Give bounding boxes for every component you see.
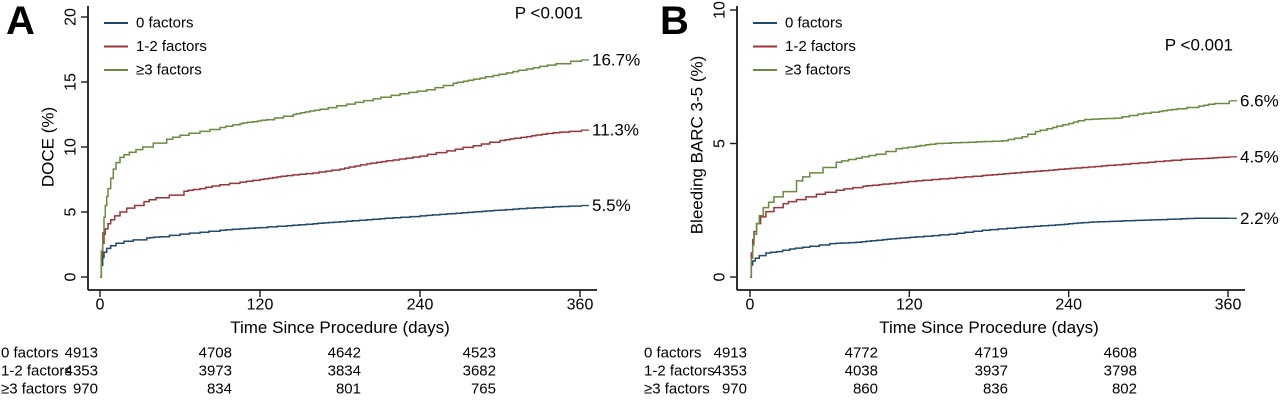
legend: 0 factors 1-2 factors ≥3 factors bbox=[104, 15, 207, 79]
risk-value: 3682 bbox=[463, 362, 496, 379]
legend-label: 0 factors bbox=[136, 15, 194, 32]
panel-a: A 0 5 10 15 20 0 120 240 360 DOCE (%) Time Since Pr… bbox=[6, 0, 640, 337]
end-value-label: 11.3% bbox=[592, 121, 639, 140]
risk-value: 765 bbox=[471, 380, 496, 397]
series-curve-0-factors bbox=[100, 205, 583, 278]
risk-row-label: ≥3 factors bbox=[644, 380, 710, 397]
y-tick-label: 0 bbox=[712, 272, 729, 281]
risk-table: 0 factors 4913 4772 4719 4608 1-2 factors4353… bbox=[644, 344, 1137, 397]
series-curve-1-2-factors bbox=[100, 130, 583, 278]
legend-label: 1-2 factors bbox=[136, 38, 207, 55]
risk-value: 836 bbox=[983, 380, 1008, 397]
risk-value: 860 bbox=[853, 380, 878, 397]
risk-value: 4719 bbox=[975, 344, 1008, 361]
series-curve-1-2-factors bbox=[750, 156, 1231, 278]
series-curve--3-factors bbox=[750, 100, 1231, 278]
legend: 0 factors 1-2 factors ≥3 factors bbox=[753, 15, 856, 79]
panel-b: B 0 5 10 0 120 240 360 Bleeding BARC 3-5 (%) Time… bbox=[660, 0, 1279, 337]
risk-value: 970 bbox=[722, 380, 747, 397]
risk-value: 3937 bbox=[975, 362, 1008, 379]
y-tick-label: 15 bbox=[63, 73, 80, 91]
risk-value: 3973 bbox=[199, 362, 232, 379]
end-value-label: 4.5% bbox=[1240, 147, 1279, 166]
x-axis-title: Time Since Procedure (days) bbox=[230, 318, 450, 337]
y-axis-title: Bleeding BARC 3-5 (%) bbox=[688, 56, 707, 235]
risk-row-label: 0 factors bbox=[644, 344, 702, 361]
risk-row-label: 1-2 factors bbox=[1, 362, 72, 379]
x-axis-title: Time Since Procedure (days) bbox=[879, 318, 1099, 337]
risk-value: 834 bbox=[207, 380, 232, 397]
y-tick-label: 10 bbox=[63, 138, 80, 156]
panel-letter: A bbox=[6, 0, 35, 43]
x-tick-label: 240 bbox=[1055, 296, 1082, 313]
x-tick-label: 360 bbox=[1215, 296, 1242, 313]
y-tick-label: 10 bbox=[712, 1, 729, 19]
risk-row-label: ≥3 factors bbox=[1, 380, 67, 397]
risk-value: 4708 bbox=[199, 344, 232, 361]
risk-value: 4772 bbox=[845, 344, 878, 361]
risk-value: 4913 bbox=[714, 344, 747, 361]
y-tick-label: 20 bbox=[63, 8, 80, 26]
legend-label: 1-2 factors bbox=[785, 38, 856, 55]
end-value-label: 6.6% bbox=[1240, 91, 1279, 110]
risk-value: 4353 bbox=[65, 362, 98, 379]
y-tick-label: 5 bbox=[63, 207, 80, 216]
risk-table: 0 factors 4913 4708 4642 4523 1-2 factors4353… bbox=[1, 344, 496, 397]
y-tick-label: 5 bbox=[712, 139, 729, 148]
x-tick-label: 120 bbox=[896, 296, 923, 313]
risk-value: 4523 bbox=[463, 344, 496, 361]
x-tick-label: 120 bbox=[247, 296, 274, 313]
legend-label: ≥3 factors bbox=[785, 62, 851, 79]
legend-label: 0 factors bbox=[785, 15, 843, 32]
end-value-label: 16.7% bbox=[592, 50, 640, 69]
series-curve-0-factors bbox=[750, 217, 1230, 278]
axis-lines bbox=[87, 6, 597, 291]
risk-value: 3798 bbox=[1104, 362, 1137, 379]
risk-value: 4608 bbox=[1104, 344, 1137, 361]
x-tick-label: 0 bbox=[96, 296, 105, 313]
y-tick-label: 0 bbox=[63, 272, 80, 281]
risk-value: 4038 bbox=[845, 362, 878, 379]
risk-value: 801 bbox=[336, 380, 361, 397]
risk-value: 970 bbox=[73, 380, 98, 397]
series-curve--3-factors bbox=[100, 59, 583, 278]
risk-value: 3834 bbox=[328, 362, 361, 379]
x-tick-label: 360 bbox=[567, 296, 594, 313]
risk-row-label: 1-2 factors bbox=[644, 362, 715, 379]
axis-lines bbox=[736, 6, 1245, 291]
end-value-label: 2.2% bbox=[1240, 209, 1279, 228]
risk-value: 4913 bbox=[65, 344, 98, 361]
end-value-label: 5.5% bbox=[592, 196, 631, 215]
x-tick-label: 0 bbox=[746, 296, 755, 313]
risk-value: 4642 bbox=[328, 344, 361, 361]
panel-letter: B bbox=[660, 0, 689, 43]
legend-label: ≥3 factors bbox=[136, 62, 202, 79]
y-axis-title: DOCE (%) bbox=[39, 107, 58, 187]
risk-value: 802 bbox=[1112, 380, 1137, 397]
x-tick-label: 240 bbox=[407, 296, 434, 313]
p-value-label: P <0.001 bbox=[1165, 36, 1233, 55]
p-value-label: P <0.001 bbox=[515, 4, 583, 23]
risk-value: 4353 bbox=[714, 362, 747, 379]
risk-row-label: 0 factors bbox=[1, 344, 59, 361]
